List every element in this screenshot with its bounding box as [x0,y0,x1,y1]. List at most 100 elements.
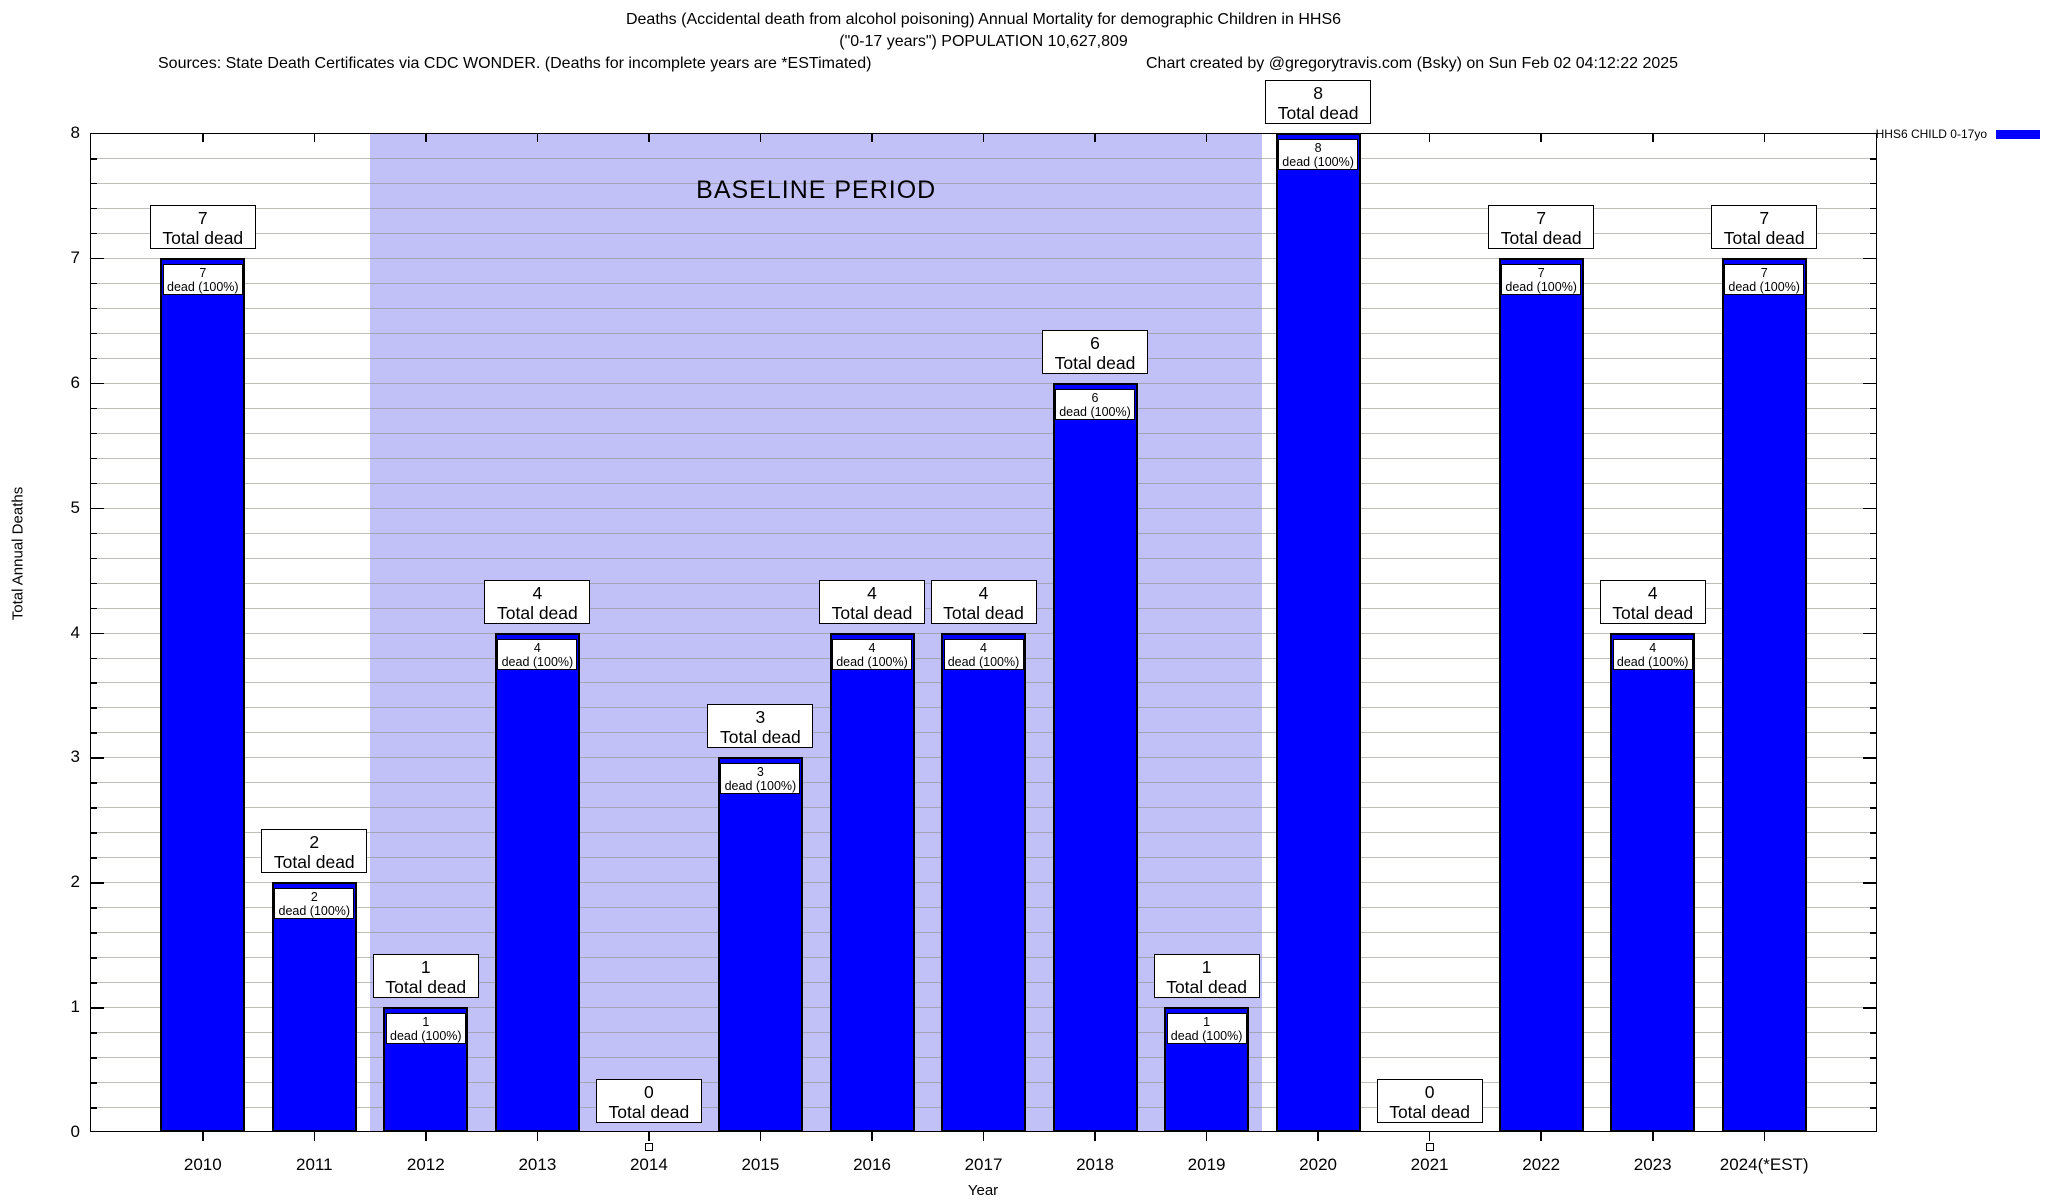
bar [271,882,357,1133]
y-tick [1870,732,1877,734]
x-tick-label: 2017 [964,1155,1003,1174]
bar-inner-label: 2 dead (100%) [274,888,355,920]
x-tick [1317,1132,1319,1141]
y-tick [1870,1107,1877,1109]
y-tick [1870,932,1877,934]
y-tick [1870,158,1877,160]
y-tick [1870,1057,1877,1059]
x-tick [1094,1132,1096,1141]
bar [1610,632,1696,1132]
bar-inner-caption: dead (100%) [1616,654,1689,669]
x-tick [982,1132,985,1141]
gridline [90,332,1877,334]
y-tick [1870,182,1877,185]
x-tick [1205,133,1208,142]
y-tick [1870,1032,1877,1034]
bar-total-label: 7 Total dead [149,204,256,249]
y-tick [90,1032,97,1034]
x-tick [871,1132,873,1141]
y-tick [90,207,97,210]
bar-total-label: 4 Total dead [819,579,925,624]
y-tick-label: 6 [70,372,80,392]
bar [1498,257,1584,1132]
bar-total-caption: Total dead [1277,103,1359,123]
bar-total-value: 4 [532,582,543,603]
y-tick [90,757,104,759]
y-tick [1870,457,1877,460]
bar-total-value: 0 [1424,1082,1435,1102]
y-tick [90,432,97,435]
y-tick [1870,307,1877,310]
y-tick [90,557,97,560]
x-tick [1205,1132,1208,1141]
bar [1275,133,1361,1132]
bar-total-label: 7 Total dead [1711,204,1818,249]
baseline-label: BASELINE PERIOD [696,176,937,204]
y-tick [1870,982,1877,984]
y-tick-label: 5 [70,497,80,517]
bar-total-label: 4 Total dead [930,579,1037,624]
bar-inner-value: 1 [422,1015,430,1030]
y-tick [90,657,97,659]
x-tick [536,133,539,142]
y-tick [1870,432,1877,435]
bar-inner-caption: dead (100%) [167,279,239,294]
x-tick [1094,133,1096,142]
bar [160,257,246,1132]
y-tick [90,707,97,709]
bar-total-caption: Total dead [497,602,578,623]
bar-inner-caption: dead (100%) [278,904,351,919]
y-tick [90,257,104,260]
y-tick [1870,282,1877,285]
bar-inner-caption: dead (100%) [724,779,797,794]
bar-inner-value: 1 [1203,1015,1211,1030]
gridline [90,457,1877,459]
bar-total-label: 1 Total dead [1153,954,1260,999]
bar-total-caption: Total dead [1389,1102,1470,1122]
x-tick [1652,1132,1654,1141]
bar-total-caption: Total dead [162,227,244,248]
y-tick [90,607,97,609]
bar-inner-value: 4 [868,640,876,655]
bar-inner-label: 4 dead (100%) [943,638,1024,670]
y-tick [1870,482,1877,485]
y-tick [90,357,97,360]
bar [829,632,915,1132]
gridline [90,357,1877,359]
bar-total-label: 7 Total dead [1488,204,1595,249]
y-tick [90,532,97,535]
x-tick [1428,1132,1431,1141]
y-tick [90,882,104,884]
y-tick [1870,832,1877,834]
y-tick-label: 2 [70,872,80,892]
y-tick-label: 1 [70,997,80,1017]
y-tick-label: 0 [70,1122,80,1141]
x-tick [425,1132,427,1141]
x-tick [202,1132,204,1141]
y-tick [1870,332,1877,335]
bar-total-caption: Total dead [273,852,355,873]
y-tick-label: 3 [70,747,80,767]
bar-total-caption: Total dead [385,977,467,998]
bar-total-value: 4 [978,582,989,603]
bar-inner-value: 4 [1649,640,1657,655]
y-tick [90,982,97,984]
bar [1721,257,1807,1132]
y-tick [1870,682,1877,684]
x-tick-label: 2023 [1633,1155,1672,1174]
bar-total-label: 4 Total dead [1599,579,1706,624]
y-tick-label: 8 [70,123,80,142]
x-tick [1540,1132,1542,1141]
x-tick-label: 2016 [853,1155,891,1174]
y-tick [1870,907,1877,909]
bar-total-label: 2 Total dead [261,829,368,874]
bar-inner-label: 7 dead (100%) [1724,263,1805,295]
y-tick [1863,257,1877,260]
x-tick [1652,133,1654,142]
x-tick [202,133,204,142]
bar-total-label: 6 Total dead [1042,329,1148,374]
x-tick [982,133,985,142]
bar-inner-label: 4 dead (100%) [832,638,912,670]
y-tick [90,1082,97,1084]
